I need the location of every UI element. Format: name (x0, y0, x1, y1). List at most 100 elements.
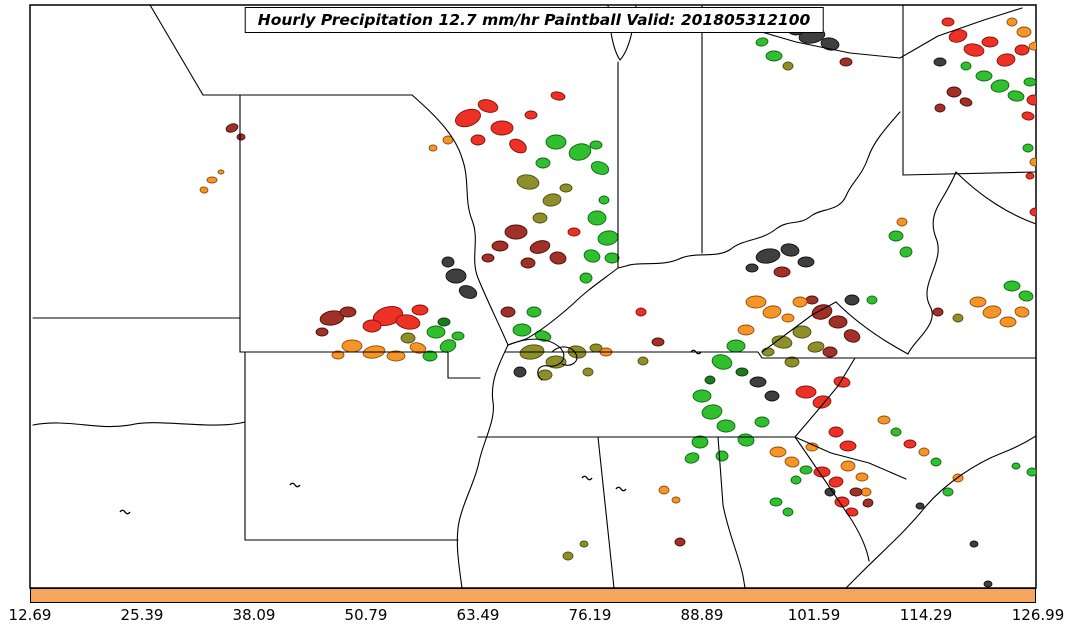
mississippi-river-upper (411, 94, 509, 346)
paintball-blob-darkgreen (704, 375, 716, 385)
paintball-blob-orange (969, 296, 987, 308)
paintball-blob-maroon (839, 57, 853, 67)
colorbar-tick-1: 25.39 (120, 606, 164, 624)
paintball-blob-gray (458, 285, 478, 299)
paintball-blob-olive (542, 193, 562, 207)
colorbar-tick-8: 114.29 (899, 606, 953, 624)
paintball-blob-orange (199, 186, 209, 194)
lake-erie-shore-west (754, 29, 901, 59)
paintball-blob-red (828, 426, 844, 438)
colorbar-tick-0: 12.69 (8, 606, 52, 624)
paintball-blob-green (451, 331, 465, 341)
paintball-blob-gray (933, 57, 947, 67)
paintball-blob-gray (780, 243, 800, 257)
paintball-blob-maroon (828, 315, 848, 329)
paintball-blob-red (1025, 172, 1035, 180)
small-map-features (119, 349, 702, 515)
paintball-blob-orange (860, 487, 872, 497)
border-kentucky-tennessee-virginia-northcarolina (504, 351, 1036, 359)
paintball-blob-maroon (549, 251, 567, 265)
paintball-blob-red (411, 304, 429, 316)
paintball-blob-green (535, 157, 551, 169)
paintball-blob-maroon (773, 266, 791, 278)
paintball-blob-green (587, 210, 607, 226)
paintball-blob-orange (671, 496, 681, 504)
paintball-blob-maroon (339, 306, 357, 318)
paintball-blob-red (1026, 94, 1036, 106)
paintball-blob-orange (1029, 157, 1036, 167)
paintball-blob-green (426, 325, 446, 339)
paintball-blob-green (890, 427, 902, 437)
colorbar (30, 588, 1036, 603)
small-map-feature (615, 486, 627, 492)
paintball-blob-maroon (225, 123, 239, 133)
paintball-blob-gray (764, 390, 780, 402)
paintball-blob-red (996, 53, 1016, 67)
paintball-blob-red (455, 108, 481, 128)
title-box: Hourly Precipitation 12.7 mm/hr Paintbal… (244, 7, 824, 33)
paintball-blob-orange (331, 350, 345, 360)
paintball-blob-red (1014, 44, 1030, 56)
paintball-blob-green (701, 404, 723, 420)
paintball-blob-green (715, 450, 729, 462)
paintball-blob-green (866, 295, 878, 305)
ohio-river (507, 111, 901, 346)
border-kentucky-virginia (761, 301, 837, 353)
small-map-feature (289, 482, 301, 488)
paintball-blob-olive (582, 367, 594, 377)
paintball-blob-orange (386, 350, 406, 362)
state-borders-layer (32, 5, 1036, 588)
paintball-blob-green (790, 475, 802, 485)
paintball-blob-orange (762, 305, 782, 319)
paintball-blob-olive (637, 356, 649, 366)
potomac-river (955, 171, 1036, 225)
border-westvirginia-south (835, 301, 909, 355)
paintball-blob-green (899, 246, 913, 258)
paintball-blob-green (684, 452, 700, 464)
mississippi-meanders (507, 338, 578, 381)
paintball-blob-orange (999, 316, 1017, 328)
paintball-blob-gray (445, 268, 467, 284)
paintball-blob-olive (792, 325, 812, 339)
paintball-blob-maroon (959, 97, 973, 107)
paintball-blob-orange (781, 313, 795, 323)
paintball-blob-maroon (674, 537, 686, 547)
colorbar-tick-7: 101.59 (787, 606, 841, 624)
paintball-blob-olive (545, 355, 567, 369)
border-northcarolina-southcarolina (794, 436, 907, 480)
paintball-blob-olive (516, 174, 540, 190)
paintball-blob-green (1007, 90, 1025, 102)
paintball-blob-red (477, 99, 499, 113)
paintball-blob-green (692, 389, 712, 403)
paintball-blob-green (422, 350, 438, 362)
paintball-blob-orange (341, 339, 363, 353)
paintball-blob-olive (400, 332, 416, 344)
paintball-blob-darkgreen (735, 367, 749, 377)
border-westvirginia-virginia (907, 171, 957, 355)
paintball-blob-green (769, 497, 783, 507)
paintball-blob-orange (658, 485, 670, 495)
paintball-blob-maroon (529, 240, 551, 254)
paintball-blob-gray (749, 376, 767, 388)
paintball-blob-olive (761, 347, 775, 357)
border-red-river (32, 421, 246, 428)
paintball-blob-gray (824, 487, 836, 497)
mississippi-river-lower (456, 344, 509, 588)
paintball-blob-maroon (315, 327, 329, 337)
paintball-blob-gray (844, 294, 860, 306)
small-map-feature (119, 509, 131, 515)
paintball-blob-orange (442, 135, 454, 145)
colorbar-tick-6: 88.89 (680, 606, 724, 624)
paintball-blob-gray (820, 37, 840, 51)
small-map-feature (690, 349, 702, 355)
paintball-blob-gray (915, 502, 925, 510)
border-georgia-southcarolina (794, 436, 870, 562)
paintball-blob-green (990, 79, 1010, 93)
paintball-blob-orange (982, 305, 1002, 319)
paintball-blob-orange (1016, 26, 1032, 38)
paintball-blob-orange (855, 472, 869, 482)
paintball-blob-green (691, 435, 709, 449)
paintball-blob-olive (782, 61, 794, 71)
paintball-blob-green (598, 195, 610, 205)
